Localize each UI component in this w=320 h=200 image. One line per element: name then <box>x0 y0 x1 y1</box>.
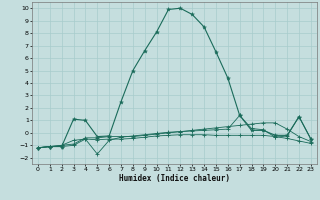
X-axis label: Humidex (Indice chaleur): Humidex (Indice chaleur) <box>119 174 230 183</box>
